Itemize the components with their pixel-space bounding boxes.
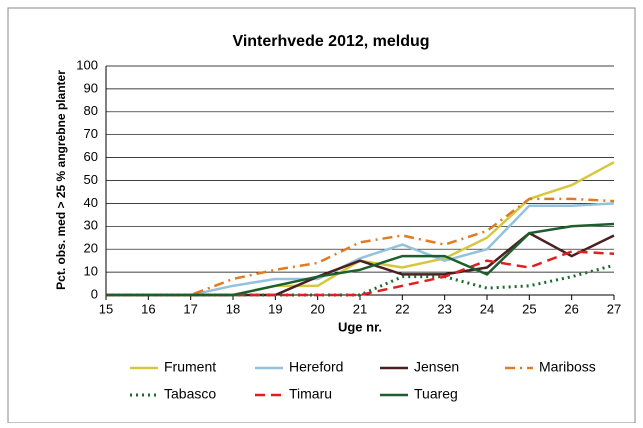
x-tick-label: 22	[395, 301, 409, 316]
y-tick-label: 70	[84, 126, 98, 141]
x-tick-label: 17	[183, 301, 197, 316]
legend-label: Frument	[164, 359, 216, 375]
x-tick-label: 16	[141, 301, 155, 316]
x-tick-label: 23	[437, 301, 451, 316]
legend-label: Mariboss	[539, 359, 596, 375]
x-tick-label: 27	[607, 301, 621, 316]
x-tick-label: 25	[522, 301, 536, 316]
y-tick-label: 90	[84, 80, 98, 95]
y-tick-label: 100	[76, 57, 98, 72]
chart-title: Vinterhvede 2012, meldug	[232, 33, 429, 50]
y-tick-label: 0	[91, 286, 98, 301]
x-tick-label: 26	[564, 301, 578, 316]
series-line	[106, 222, 615, 297]
x-axis-label: Uge nr.	[338, 319, 382, 334]
y-axis-label: Pct. obs. med > 25 % angrebne planter	[54, 70, 68, 290]
y-tick-label: 10	[84, 264, 98, 279]
chart-frame	[7, 7, 636, 424]
y-tick-label: 60	[84, 149, 98, 164]
x-tick-label: 24	[480, 301, 494, 316]
x-tick-label: 18	[226, 301, 240, 316]
x-tick-label: 19	[268, 301, 282, 316]
x-tick-label: 21	[353, 301, 367, 316]
legend-label: Tabasco	[164, 386, 216, 402]
legend-label: Jensen	[414, 359, 459, 375]
legend-label: Tuareg	[414, 386, 458, 402]
y-tick-label: 80	[84, 103, 98, 118]
x-tick-label: 20	[310, 301, 324, 316]
x-tick-label: 15	[99, 301, 113, 316]
series-line	[106, 197, 615, 297]
y-tick-label: 30	[84, 218, 98, 233]
y-tick-label: 40	[84, 195, 98, 210]
legend-label: Timaru	[289, 386, 332, 402]
y-tick-label: 20	[84, 241, 98, 256]
legend-label: Hereford	[289, 359, 343, 375]
y-tick-label: 50	[84, 172, 98, 187]
